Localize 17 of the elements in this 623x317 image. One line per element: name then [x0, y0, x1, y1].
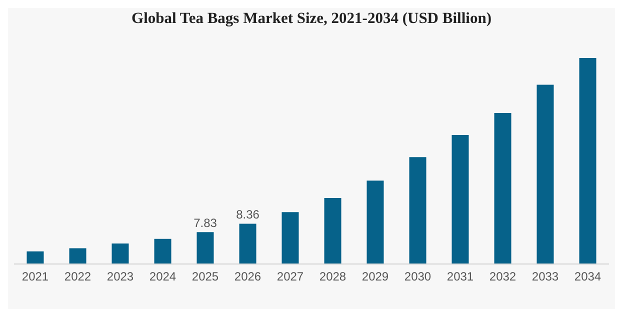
x-tick-label: 2021	[22, 270, 49, 284]
x-tick-label: 2026	[234, 270, 262, 284]
data-label: 7.83	[194, 216, 218, 230]
x-tick-label: 2033	[532, 270, 559, 284]
x-tick-label: 2034	[574, 270, 602, 284]
data-label: 8.36	[236, 208, 260, 222]
x-tick-label: 2029	[362, 270, 389, 284]
x-tick-label: 2031	[446, 270, 474, 284]
x-tick-label: 2030	[404, 270, 432, 284]
x-tick-label: 2027	[276, 270, 304, 284]
x-tick-label: 2032	[489, 270, 516, 284]
x-tick-label: 2024	[149, 270, 176, 284]
chart-title: Global Tea Bags Market Size, 2021-2034 (USD Billion)	[130, 9, 492, 29]
x-tick-label: 2028	[319, 270, 346, 284]
x-tick-label: 2023	[106, 270, 134, 284]
x-tick-label: 2022	[64, 270, 92, 284]
x-tick-label: 2025	[192, 270, 219, 284]
